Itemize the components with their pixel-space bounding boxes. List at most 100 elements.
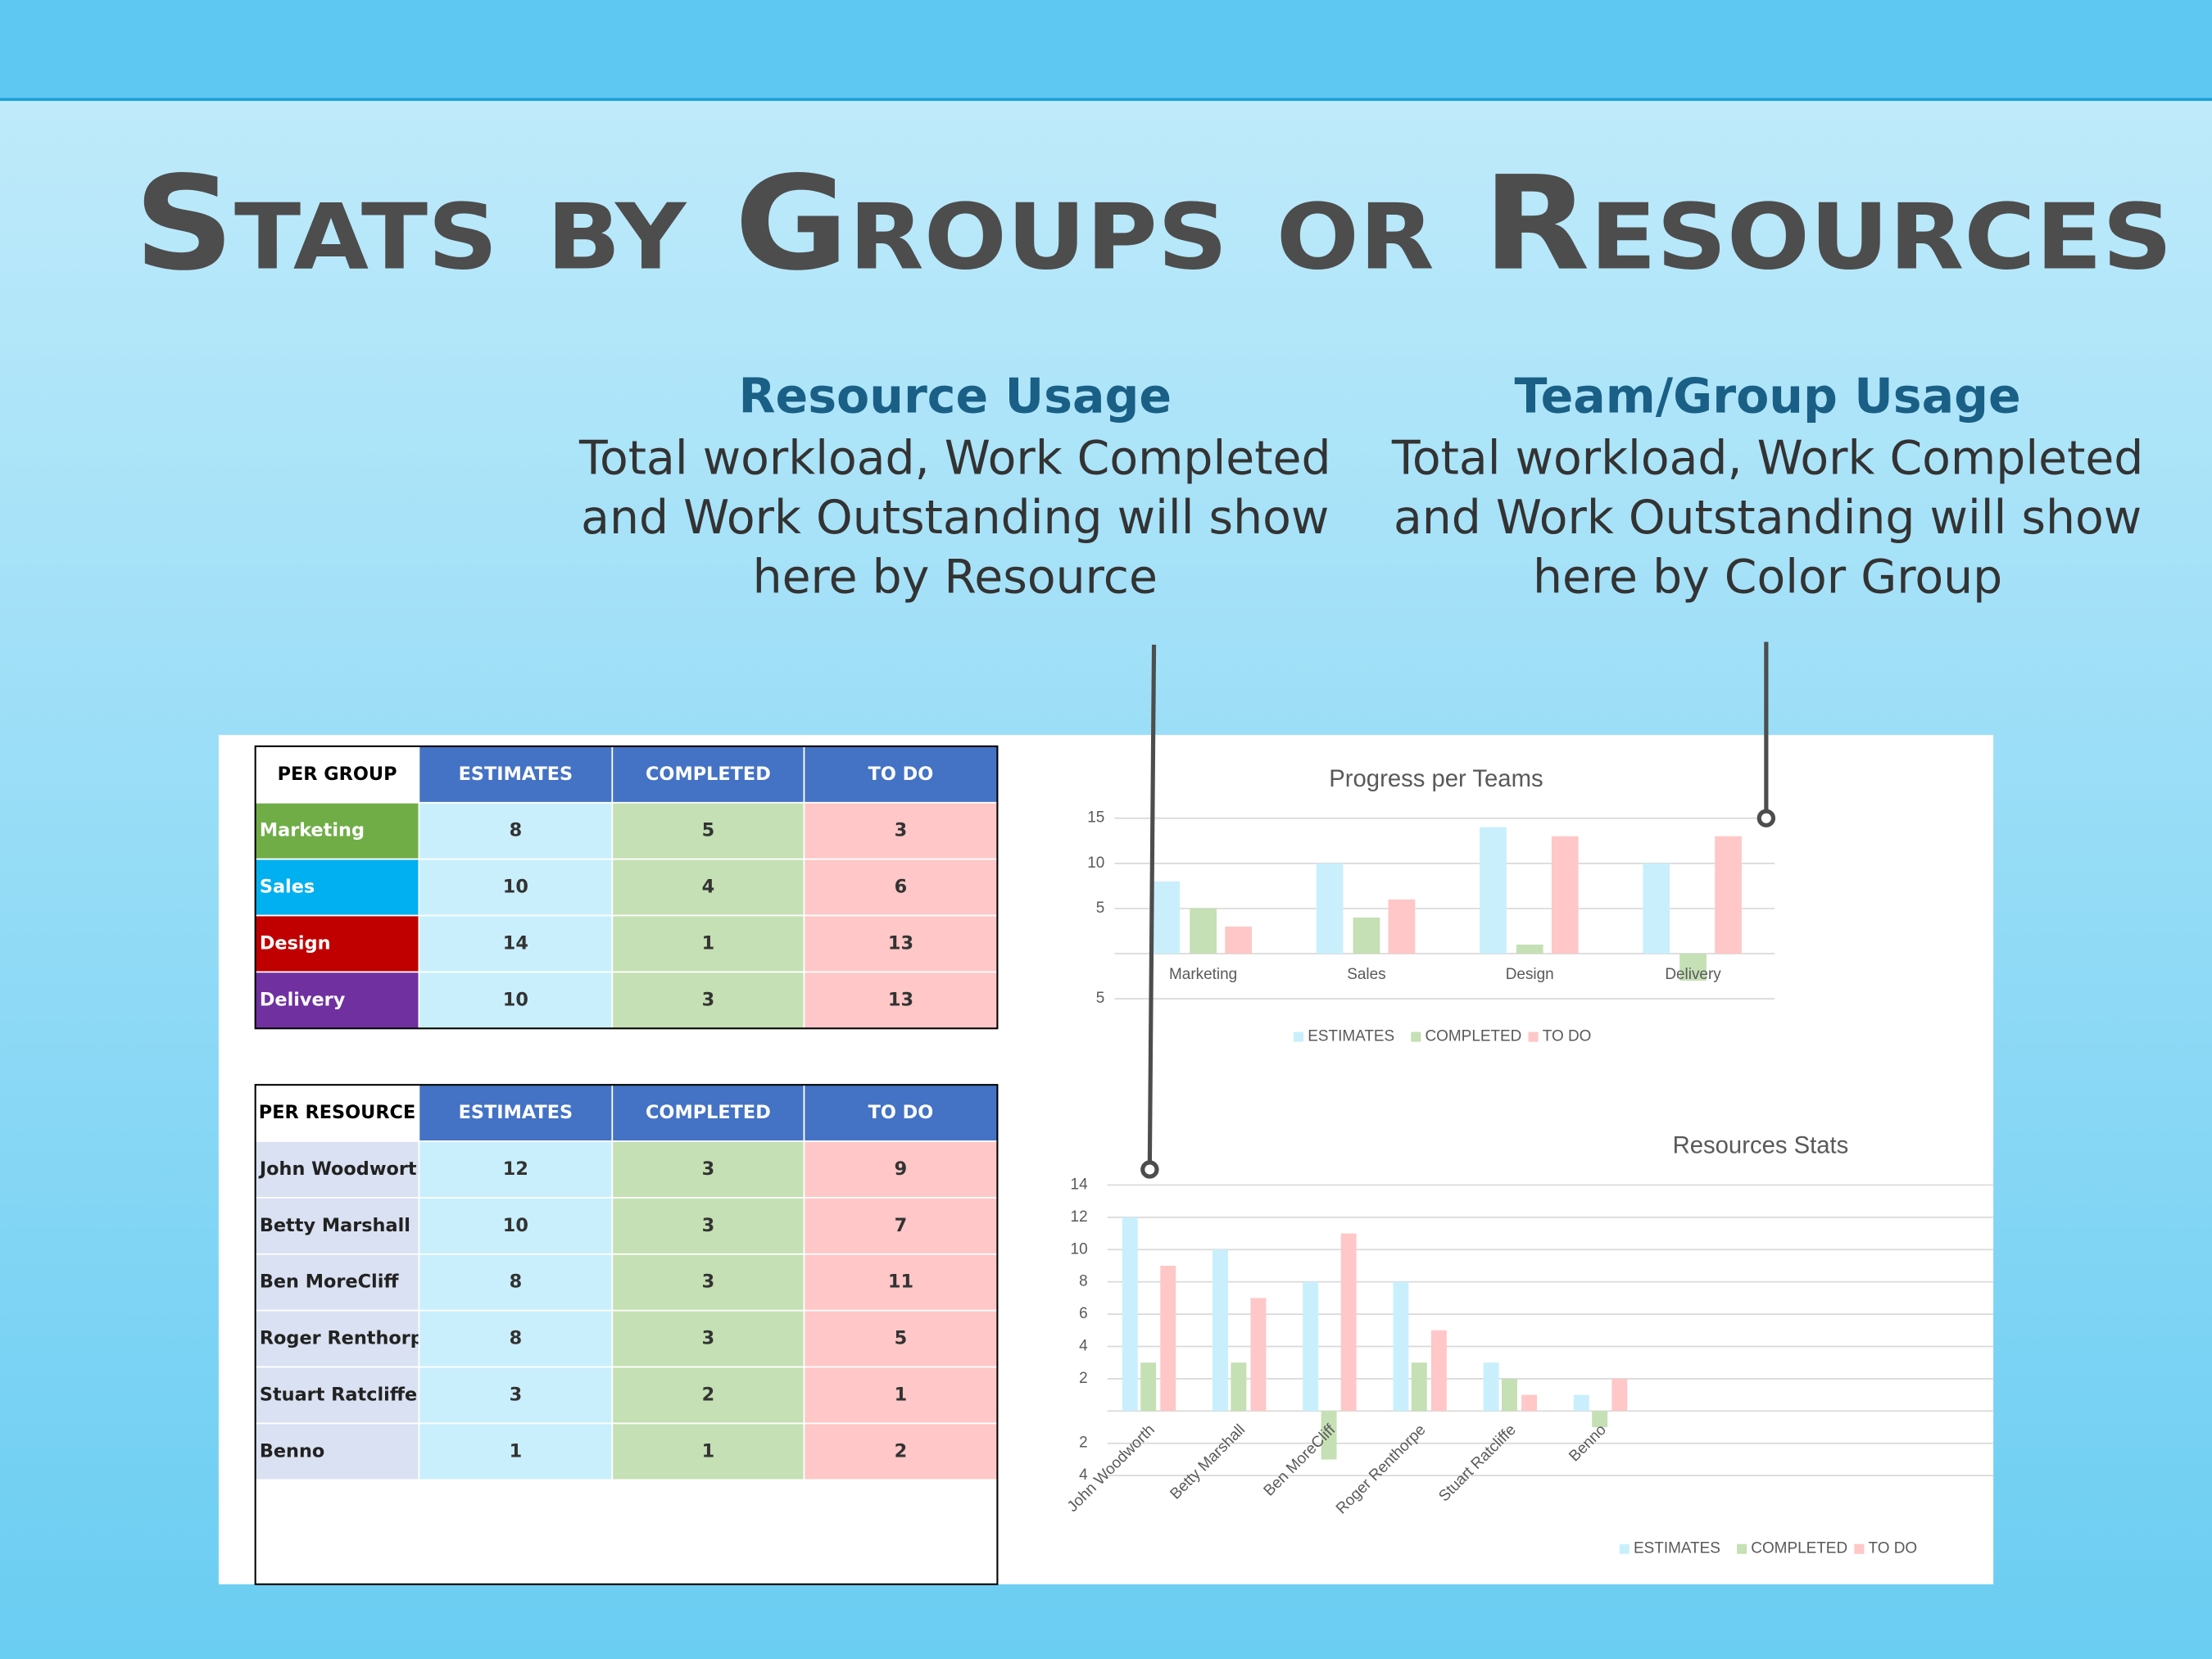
row-label: Betty Marshall <box>260 1215 410 1236</box>
data-cell <box>611 1309 805 1368</box>
cell-value: 2 <box>895 1440 908 1462</box>
row-label: Stuart Ratcliffe <box>260 1384 417 1405</box>
column-header: TO DO <box>868 1102 934 1123</box>
y-tick-label: 4 <box>1079 1466 1088 1484</box>
cell-value: 6 <box>895 877 908 898</box>
column-header: ESTIMATES <box>459 764 573 785</box>
y-tick-label: 15 <box>1087 809 1104 827</box>
legend-label: COMPLETED <box>1426 1028 1522 1045</box>
row-label-cell <box>254 1253 420 1312</box>
cell-value: 8 <box>510 1328 523 1349</box>
cell-value: 14 <box>503 932 528 954</box>
callout-line: here by Color Group <box>1533 550 2002 604</box>
callout-heading: Resource Usage <box>738 368 1172 424</box>
y-tick-label: 12 <box>1071 1208 1088 1226</box>
row-label-cell <box>254 914 420 973</box>
y-tick-label: 10 <box>1087 854 1104 872</box>
row-label: Marketing <box>260 820 365 841</box>
bar <box>1480 827 1507 954</box>
bar <box>1353 917 1380 954</box>
data-cell <box>418 971 614 1030</box>
bar <box>1388 899 1416 954</box>
y-tick-label: 6 <box>1079 1305 1088 1322</box>
cell-value: 10 <box>503 877 528 898</box>
callout-line: Total workload, Work Completed <box>1391 432 2144 486</box>
bar <box>1393 1281 1409 1412</box>
data-cell <box>418 1197 614 1255</box>
data-cell <box>418 914 614 973</box>
bar <box>1303 1281 1319 1412</box>
cell-value: 3 <box>702 1271 715 1293</box>
bar <box>1190 908 1217 954</box>
cell-value: 3 <box>702 989 715 1010</box>
y-tick-label: 5 <box>1096 900 1105 917</box>
cell-value: 8 <box>510 1271 523 1293</box>
legend-swatch <box>1528 1031 1539 1042</box>
y-tick-label: 14 <box>1071 1176 1088 1193</box>
bar <box>1516 945 1543 954</box>
cell-value: 3 <box>895 820 908 841</box>
row-label: Ben MoreCliff <box>260 1271 400 1293</box>
bar <box>1611 1378 1628 1412</box>
y-tick-label: 8 <box>1079 1273 1088 1290</box>
cell-value: 13 <box>888 989 913 1010</box>
data-cell <box>803 1422 999 1481</box>
data-cell <box>611 914 805 973</box>
x-tick-label: Design <box>1506 966 1554 983</box>
connectors <box>1140 641 1776 1179</box>
bar <box>1316 863 1344 954</box>
bar <box>1231 1362 1247 1412</box>
data-cell <box>803 1140 999 1199</box>
row-label-cell <box>254 1197 420 1255</box>
x-tick-label: Marketing <box>1169 966 1237 983</box>
column-header: TO DO <box>868 764 934 785</box>
data-cell <box>611 1366 805 1425</box>
table-border <box>254 1084 999 1585</box>
data-cell <box>803 971 999 1030</box>
cell-value: 5 <box>702 820 715 841</box>
bar <box>1411 1362 1427 1412</box>
cell-value: 10 <box>503 1215 528 1236</box>
cell-value: 9 <box>895 1158 908 1180</box>
cell-value: 5 <box>895 1328 908 1349</box>
cell-value: 1 <box>702 1440 715 1462</box>
bar <box>1140 1362 1157 1412</box>
callouts: Resource Usage Total workload, Work Compl… <box>578 368 2143 604</box>
header-cell <box>803 1084 999 1142</box>
y-tick-label: 2 <box>1079 1370 1088 1387</box>
y-tick-label: 5 <box>1096 990 1105 1007</box>
bar <box>1160 1265 1176 1412</box>
cell-value: 4 <box>702 877 715 898</box>
callout-line: and Work Outstanding will show <box>1394 491 2142 545</box>
cell-value: 1 <box>702 932 715 954</box>
row-label: Sales <box>260 877 315 898</box>
cell-value: 1 <box>510 1440 523 1462</box>
bar <box>1643 863 1670 954</box>
cell-value: 3 <box>702 1215 715 1236</box>
legend-swatch <box>1737 1543 1747 1554</box>
legend-label: ESTIMATES <box>1634 1540 1720 1557</box>
cell-value: 8 <box>510 820 523 841</box>
legend-label: TO DO <box>1869 1540 1918 1557</box>
legend-swatch <box>1411 1031 1421 1042</box>
cell-value: 2 <box>702 1384 715 1405</box>
bar <box>1225 926 1253 954</box>
bar <box>1715 836 1742 954</box>
y-tick-label: 4 <box>1079 1337 1088 1354</box>
cell-value: 12 <box>503 1158 528 1180</box>
legend-swatch <box>1854 1543 1865 1554</box>
data-cell <box>611 1253 805 1312</box>
callout-line: here by Resource <box>753 550 1158 604</box>
table-border <box>254 745 999 1030</box>
y-tick-label: 10 <box>1071 1240 1088 1258</box>
row-label: Benno <box>260 1440 324 1462</box>
data-cell <box>418 858 614 917</box>
data-cell <box>418 1309 614 1368</box>
header-cell <box>255 746 419 803</box>
row-label: Design <box>260 932 331 954</box>
cell-value: 13 <box>888 932 913 954</box>
chart-title: Resources Stats <box>1673 1133 1849 1159</box>
x-tick-label: Delivery <box>1665 966 1721 983</box>
